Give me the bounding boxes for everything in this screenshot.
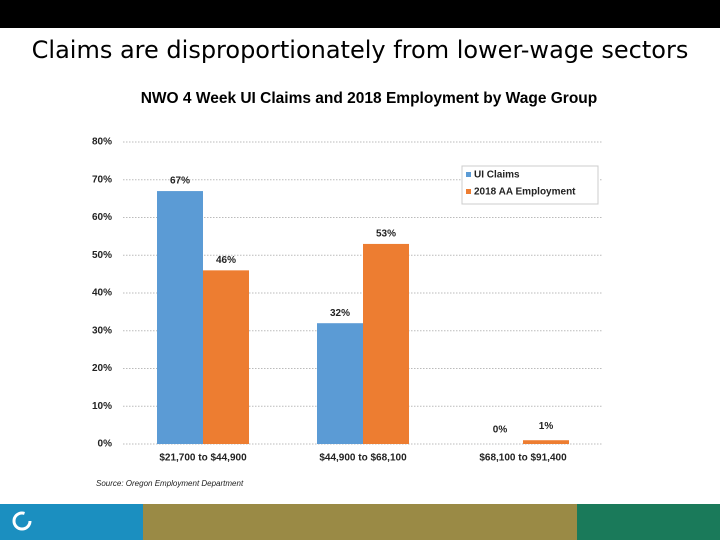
source-note: Source: Oregon Employment Department — [96, 479, 244, 488]
bar — [203, 270, 249, 444]
data-label: 46% — [216, 255, 236, 266]
y-tick-label: 20% — [92, 363, 112, 374]
footer-left — [0, 504, 143, 540]
data-label: 67% — [170, 176, 190, 187]
chart-title: NWO 4 Week UI Claims and 2018 Employment… — [140, 90, 598, 107]
footer-bar — [0, 504, 720, 540]
y-tick-label: 70% — [92, 174, 112, 185]
bar — [523, 440, 569, 444]
chart: 0% 10% 20% 30% 40% 50% 60% 70% 80% $21,700 to $44… — [92, 137, 603, 488]
y-tick-label: 0% — [98, 439, 113, 450]
data-label: 53% — [376, 229, 396, 240]
top-bar — [0, 0, 720, 28]
x-tick-label: $44,900 to $68,100 — [319, 453, 407, 464]
y-tick-label: 10% — [92, 401, 112, 412]
y-tick-label: 80% — [92, 137, 112, 148]
legend-swatch — [466, 172, 471, 177]
data-label: 1% — [539, 421, 554, 432]
data-label: 0% — [493, 425, 508, 436]
bar — [363, 243, 409, 444]
y-tick-label: 30% — [92, 325, 112, 336]
footer-right — [577, 504, 720, 540]
slide-title: Claims are disproportionately from lower… — [31, 36, 689, 64]
y-tick-label: 40% — [92, 288, 112, 299]
y-tick-label: 50% — [92, 250, 112, 261]
bar — [317, 323, 363, 444]
legend-box — [461, 165, 599, 205]
bar — [157, 191, 203, 444]
logo — [12, 511, 32, 531]
x-tick-label: $68,100 to $91,400 — [479, 453, 567, 464]
legend-label: UI Claims — [474, 170, 520, 181]
y-tick-label: 60% — [92, 212, 112, 223]
legend-label: 2018 AA Employment — [474, 187, 576, 198]
legend-swatch — [466, 189, 471, 194]
x-tick-label: $21,700 to $44,900 — [159, 453, 247, 464]
footer-middle — [143, 504, 577, 540]
data-label: 32% — [330, 308, 350, 319]
